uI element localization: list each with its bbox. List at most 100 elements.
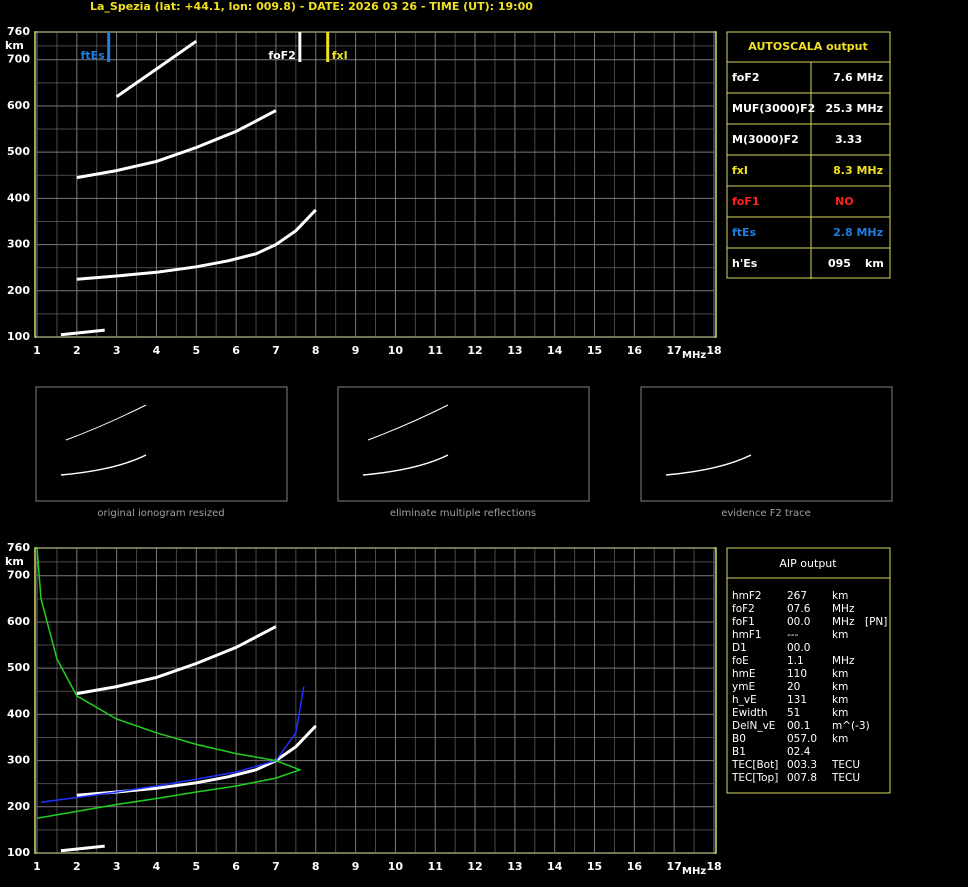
x-tick-label: 8: [312, 344, 320, 357]
aip-cell: hmE: [732, 668, 756, 680]
aip-cell: km: [832, 668, 848, 680]
x-tick-label: 7: [272, 344, 280, 357]
trace: [60, 844, 105, 853]
x-tick-label: 17: [667, 344, 682, 357]
marker-label: ftEs: [81, 49, 106, 62]
x-tick-label: 2: [73, 860, 81, 873]
x-tick-label: 12: [467, 344, 482, 357]
x-tick-label: 10: [388, 860, 404, 873]
x-tick-label: 14: [547, 344, 563, 357]
row-value: 2.8 MHz: [833, 226, 883, 239]
aip-cell: MHz: [832, 616, 855, 628]
x-tick-label: 5: [192, 344, 200, 357]
x-tick-label: 11: [428, 860, 443, 873]
x-tick-label: 1: [33, 860, 41, 873]
y-tick-label: 400: [7, 707, 30, 720]
row-value: 25.3 MHz: [825, 102, 883, 115]
aip-cell: 07.6: [787, 603, 811, 615]
aip-cell: foE: [732, 655, 749, 667]
aip-cell: 20: [787, 681, 800, 693]
row-label: M(3000)F2: [732, 133, 799, 146]
x-tick-label: 11: [428, 344, 443, 357]
aip-cell: DelN_vE: [732, 720, 775, 732]
y-tick-label: 760: [7, 541, 30, 554]
y-tick-label: 200: [7, 800, 30, 813]
trace: [76, 724, 317, 797]
aip-cell: km: [832, 590, 848, 602]
x-tick-label: 16: [627, 860, 643, 873]
aip-cell: h_vE: [732, 694, 757, 706]
row-unit: km: [865, 257, 884, 270]
row-value: 8.3 MHz: [833, 164, 883, 177]
y-tick-label: 100: [7, 330, 30, 343]
aip-cell: MHz: [832, 655, 855, 667]
aip-cell: km: [832, 629, 848, 641]
y-tick-label: 100: [7, 846, 30, 859]
y-unit: km: [5, 555, 24, 568]
aip-cell: 267: [787, 590, 807, 602]
x-tick-label: 3: [113, 860, 121, 873]
y-tick-label: 300: [7, 238, 30, 251]
row-label: foF2: [732, 71, 760, 84]
aip-cell: MHz: [832, 603, 855, 615]
x-tick-label: 5: [192, 860, 200, 873]
x-tick-label: 9: [352, 344, 360, 357]
x-tick-label: 4: [153, 860, 161, 873]
aip-cell: km: [832, 733, 848, 745]
aip-box: [726, 547, 891, 794]
x-tick-label: 14: [547, 860, 563, 873]
y-tick-label: 700: [7, 569, 30, 582]
y-unit: km: [5, 39, 24, 52]
trace: [36, 547, 302, 820]
y-tick-label: 700: [7, 53, 30, 66]
aip-cell: D1: [732, 642, 747, 654]
x-unit: MHz: [682, 350, 706, 361]
aip-cell: km: [832, 694, 848, 706]
trace: [76, 625, 277, 696]
y-tick-label: 200: [7, 284, 30, 297]
row-value: NO: [835, 195, 854, 208]
aip-cell: 057.0: [787, 733, 817, 745]
row-value: 095: [828, 257, 851, 270]
thumbnail: [337, 386, 590, 502]
aip-cell: TECU: [831, 759, 860, 771]
x-tick-label: 15: [587, 860, 602, 873]
row-value: 7.6 MHz: [833, 71, 883, 84]
row-label: ftEs: [732, 226, 757, 239]
thumbnail-trace: [60, 454, 147, 476]
x-tick-label: 18: [706, 344, 721, 357]
y-tick-label: 500: [7, 145, 30, 158]
aip-cell: [PN]: [865, 616, 887, 628]
row-value: 3.33: [835, 133, 862, 146]
aip-cell: km: [832, 707, 848, 719]
aip-cell: m^(-3): [832, 720, 870, 732]
thumbnail-trace: [367, 404, 449, 441]
aip-title: AIP output: [779, 557, 837, 570]
thumbnail-trace: [65, 404, 147, 441]
aip-cell: hmF2: [732, 590, 762, 602]
aip-cell: ---: [787, 629, 799, 641]
x-tick-label: 6: [232, 344, 240, 357]
aip-cell: 007.8: [787, 772, 817, 784]
row-label: MUF(3000)F2: [732, 102, 815, 115]
trace: [60, 328, 105, 337]
x-tick-label: 3: [113, 344, 121, 357]
thumbnail-caption: evidence F2 trace: [721, 508, 811, 519]
x-tick-label: 13: [507, 860, 522, 873]
aip-cell: 00.0: [787, 616, 810, 628]
aip-cell: 02.4: [787, 746, 811, 758]
aip-cell: foF1: [732, 616, 755, 628]
x-tick-label: 6: [232, 860, 240, 873]
y-tick-label: 600: [7, 99, 30, 112]
aip-cell: 131: [787, 694, 807, 706]
autoscala-title: AUTOSCALA output: [748, 40, 867, 53]
marker-label: foF2: [268, 49, 296, 62]
row-label: fxI: [732, 164, 748, 177]
x-tick-label: 18: [706, 860, 721, 873]
trace: [40, 686, 305, 803]
x-tick-label: 2: [73, 344, 81, 357]
aip-cell: foF2: [732, 603, 755, 615]
thumbnail-trace: [362, 454, 449, 476]
y-tick-label: 760: [7, 25, 30, 38]
